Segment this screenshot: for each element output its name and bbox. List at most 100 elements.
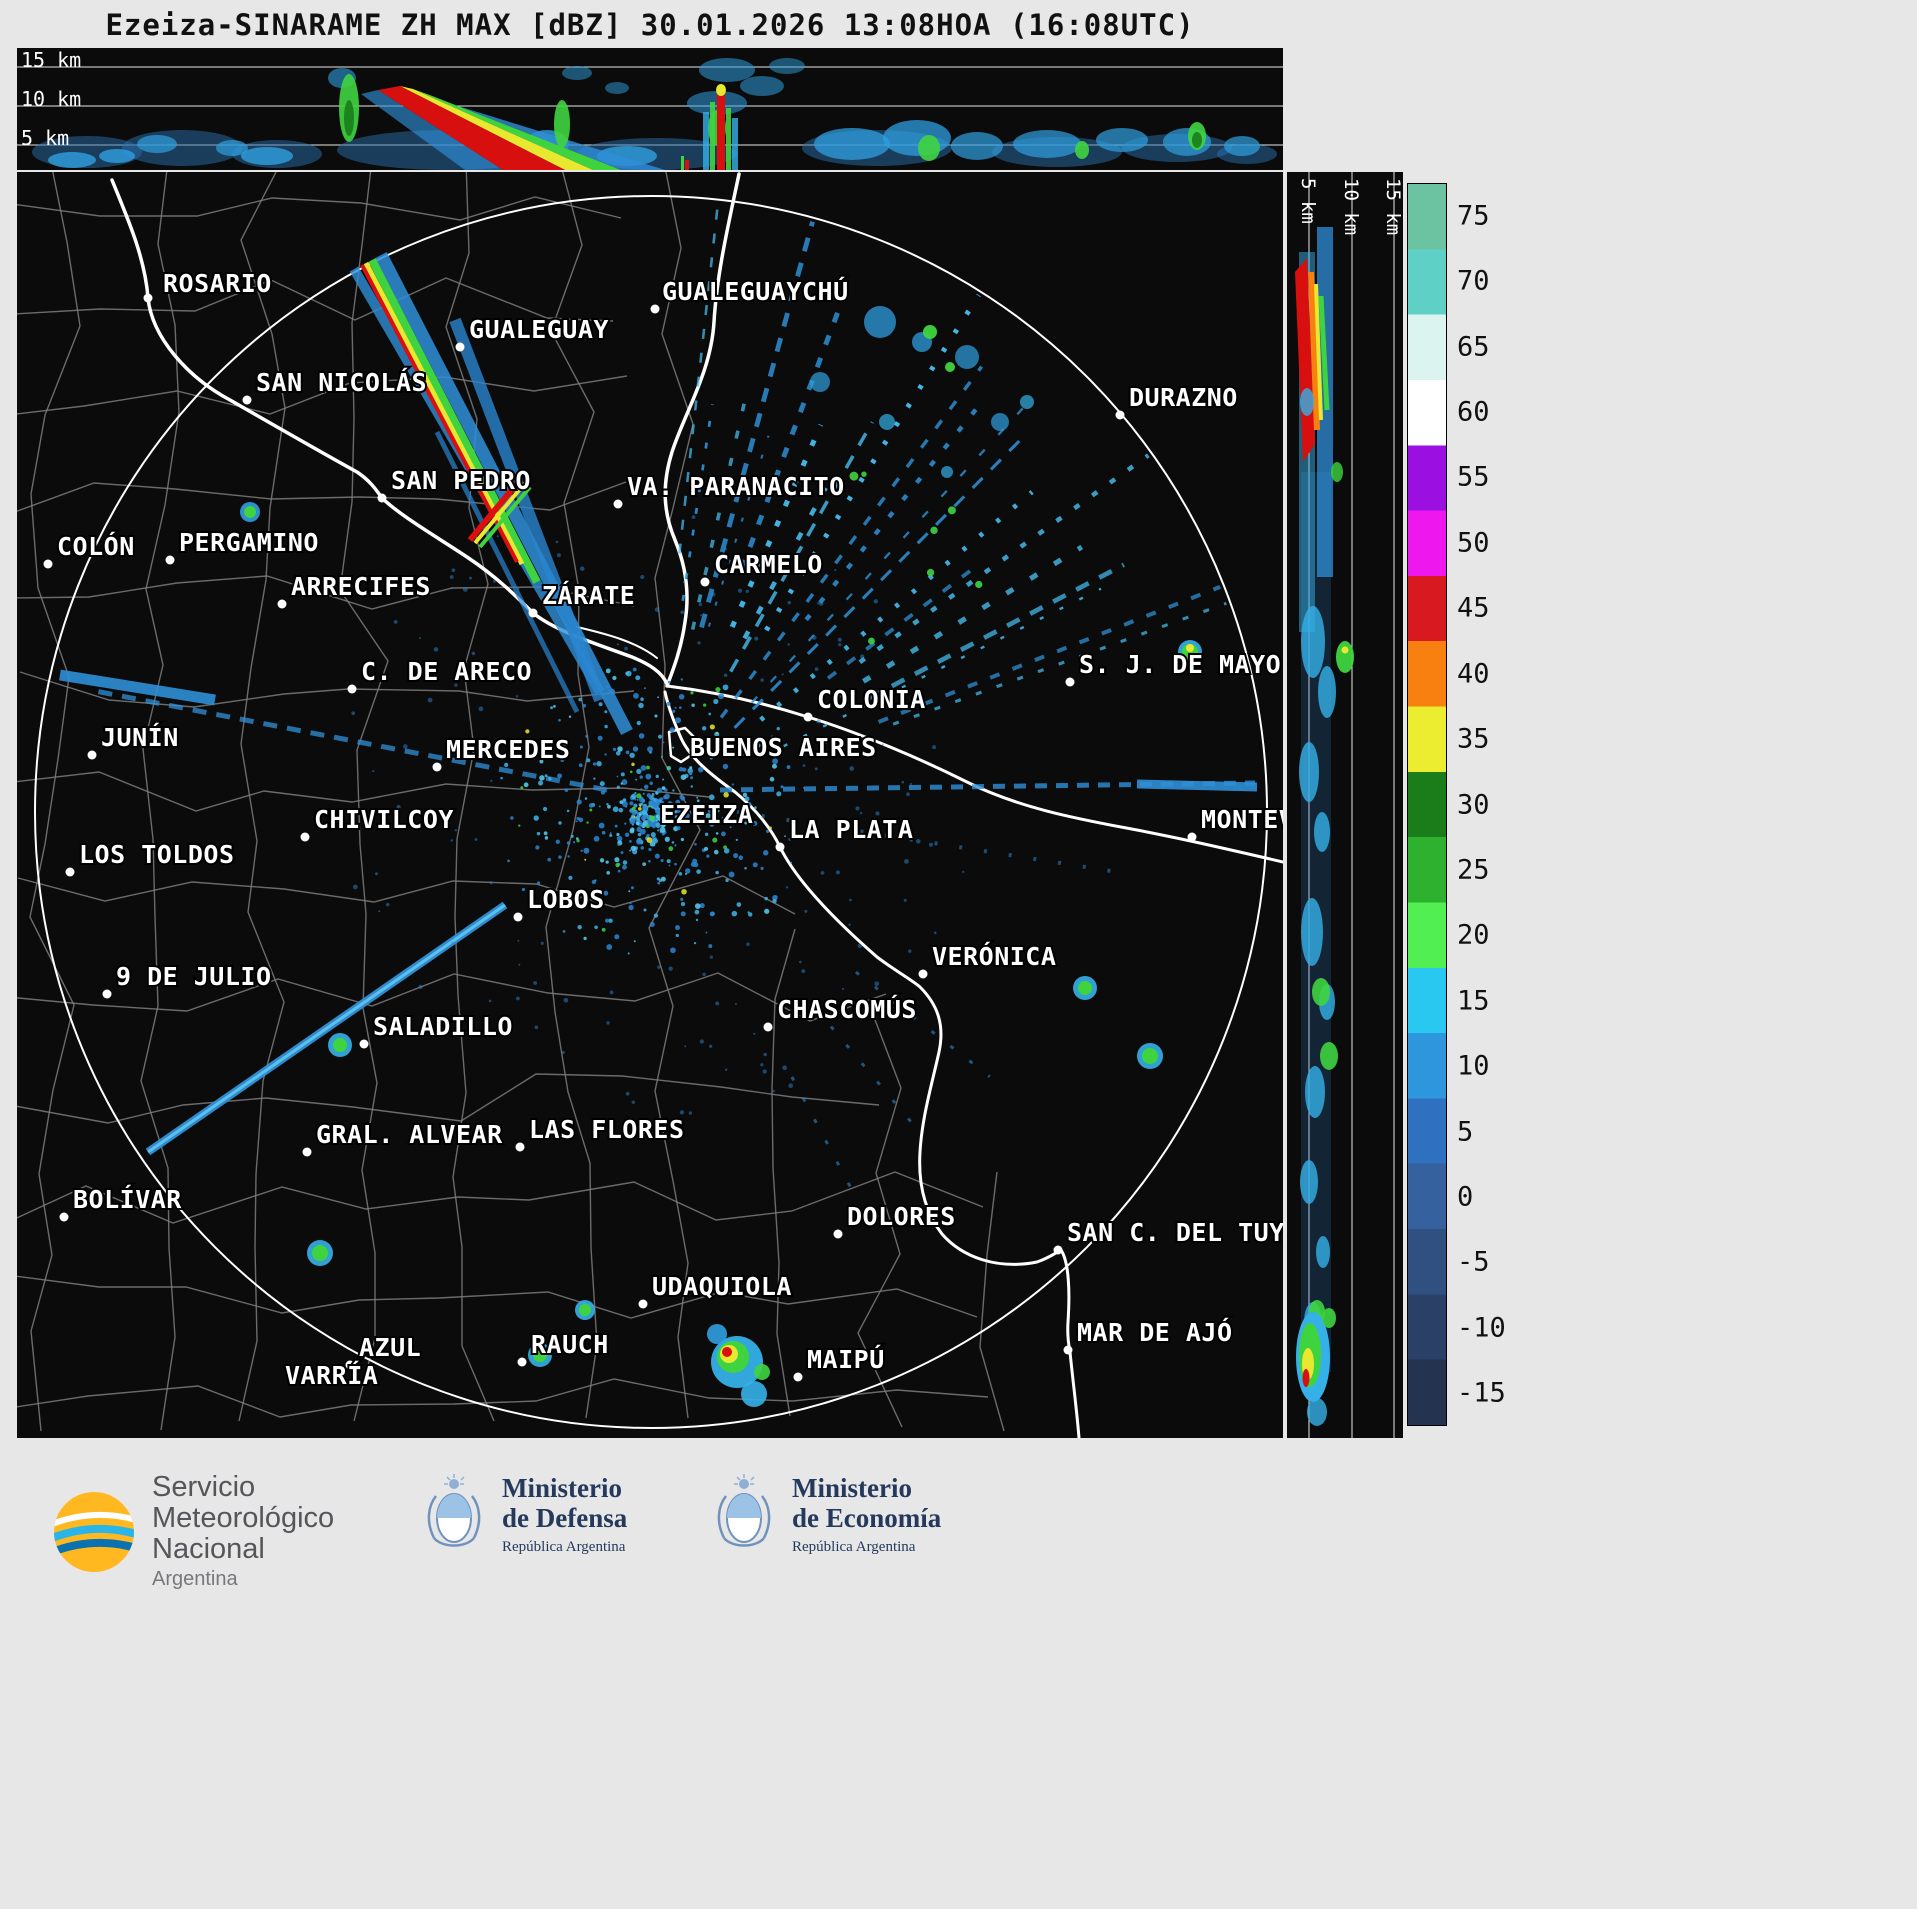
city-dot [775, 842, 785, 852]
city-dot [1115, 410, 1125, 420]
city-dot [803, 712, 813, 722]
height-label-10km: 10 km [21, 87, 82, 111]
defensa-line1: Ministerio [502, 1472, 622, 1503]
city-dot [638, 1299, 648, 1309]
city-label: LOBOS [527, 885, 605, 914]
city-dot [528, 608, 538, 618]
radar-echo-beams [59, 252, 1258, 1156]
city-dot [1063, 1345, 1073, 1355]
city-label: DOLORES [847, 1202, 956, 1231]
top-cross-section-plot [17, 58, 1283, 170]
city-dot [793, 1372, 803, 1382]
city-label: JUNÍN [101, 723, 179, 752]
city-dot [59, 1212, 69, 1222]
city-dot [700, 577, 710, 587]
interference-spokes [678, 203, 1227, 1202]
city-label: BOLÍVAR [73, 1185, 182, 1214]
city-dot [242, 395, 252, 405]
right-cross-section-plot [1295, 172, 1395, 1438]
city-dot [513, 912, 523, 922]
city-label: CHIVILCOY [314, 805, 454, 834]
city-label: MAIPÚ [807, 1344, 885, 1374]
city-dot [87, 750, 97, 760]
colorbar-tick: 15 [1457, 985, 1490, 1017]
colorbar-tick: 5 [1457, 1116, 1474, 1148]
coat-of-arms-icon [427, 1474, 481, 1547]
city-label: AZUL [359, 1333, 421, 1362]
economia-logo-block: Ministerio de Economía República Argenti… [712, 1472, 941, 1556]
smn-name-line4: Argentina [152, 1568, 238, 1590]
city-label: C. DE ARECO [361, 657, 532, 686]
smn-logo-icon [54, 1491, 134, 1572]
city-dot [455, 342, 465, 352]
city-label: MAR DE AJÓ [1077, 1317, 1233, 1347]
colorbar-tick: 75 [1457, 200, 1490, 232]
colorbar-tick: 40 [1457, 658, 1490, 690]
height-label-15km: 15 km [21, 48, 82, 72]
city-label: SALADILLO [373, 1012, 513, 1041]
economia-line1: Ministerio [792, 1472, 912, 1503]
city-dot [833, 1229, 843, 1239]
colorbar-tick: 30 [1457, 789, 1490, 820]
city-dot [143, 293, 153, 303]
city-label: LAS FLORES [529, 1115, 685, 1144]
city-dot [515, 1142, 525, 1152]
buenos-aires-city-outline [667, 726, 697, 764]
defensa-logo-block: Ministerio de Defensa República Argentin… [422, 1472, 627, 1556]
city-label: MERCEDES [446, 735, 570, 764]
colorbar-tick-labels: 75 70 65 60 55 50 45 40 35 30 25 20 15 10 5 0 -5 -10 -15 [1457, 183, 1557, 1426]
city-dot [277, 599, 287, 609]
city-dot [650, 304, 660, 314]
economia-line3: República Argentina [792, 1538, 916, 1555]
city-label: S. J. DE MAYO [1079, 650, 1281, 679]
page-title: Ezeiza-SINARAME ZH MAX [dBZ] 30.01.2026 … [105, 8, 1195, 42]
top-profile-echoes [32, 58, 1277, 170]
city-label: DURAZNO [1129, 383, 1238, 412]
right-profile-echoes [1295, 227, 1354, 1426]
city-dot [347, 684, 357, 694]
colorbar-tick: 10 [1457, 1050, 1490, 1082]
city-label: VERÓNICA [932, 941, 1056, 971]
height-label-10km-side: 10 km [1340, 178, 1362, 236]
department-boundaries [17, 172, 1005, 1432]
city-dot [359, 1039, 369, 1049]
colorbar-tick: 45 [1457, 592, 1490, 624]
colorbar-tick: 0 [1457, 1181, 1474, 1213]
colorbar-tick: -10 [1457, 1312, 1506, 1344]
smn-logo-block: Servicio Meteorológico Nacional Argentin… [52, 1472, 334, 1591]
colorbar-gradient [1407, 183, 1447, 1426]
top-cross-section-panel: 15 km 10 km 5 km [17, 48, 1283, 170]
city-dot [432, 762, 442, 772]
coat-of-arms-icon [717, 1474, 771, 1547]
ground-clutter [351, 515, 965, 1132]
defensa-line2: de Defensa [502, 1502, 628, 1533]
city-label: CHASCOMÚS [777, 994, 917, 1024]
city-dot [918, 969, 928, 979]
city-label: CARMELO [714, 550, 823, 579]
city-dot [300, 832, 310, 842]
city-label: VA. PARANACITO [627, 472, 845, 501]
city-label: ZÁRATE [542, 581, 635, 610]
city-dot [613, 499, 623, 509]
colorbar-tick: 35 [1457, 723, 1490, 755]
city-dot [1065, 677, 1075, 687]
city-label: SAN PEDRO [391, 466, 531, 495]
city-label: ROSARIO [163, 269, 272, 298]
city-dot [43, 559, 53, 569]
city-dot [302, 1147, 312, 1157]
colorbar: 75 70 65 60 55 50 45 40 35 30 25 20 15 10 5 0 -5 -10 -15 [1407, 183, 1557, 1426]
city-label: COLÓN [57, 531, 135, 561]
city-label: SAN C. DEL TUYÚ [1067, 1217, 1283, 1247]
city-dot [102, 989, 112, 999]
colorbar-tick: 70 [1457, 265, 1490, 297]
colorbar-tick: 60 [1457, 396, 1490, 428]
colorbar-tick: -5 [1457, 1246, 1490, 1278]
city-dot [763, 1022, 773, 1032]
city-label: ARRECIFES [291, 572, 431, 601]
height-label-5km-side: 5 km [1297, 178, 1319, 224]
height-label-15km-side: 15 km [1382, 178, 1403, 236]
colorbar-tick: 25 [1457, 854, 1490, 886]
city-label: UDAQUIOLA [652, 1272, 792, 1301]
city-label: LA PLATA [789, 815, 913, 844]
smn-name-line3: Nacional [152, 1533, 265, 1565]
